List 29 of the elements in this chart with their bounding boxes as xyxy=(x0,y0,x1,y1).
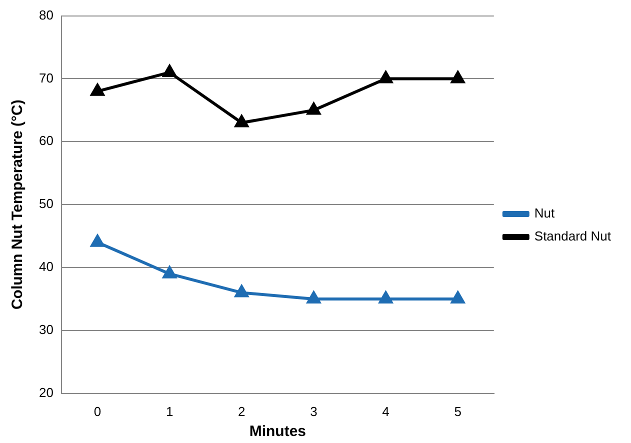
point xyxy=(307,292,320,304)
point xyxy=(90,84,104,96)
y-tick-label: 70 xyxy=(38,70,54,86)
y-tick-label: 20 xyxy=(38,384,54,400)
point xyxy=(451,292,465,304)
x-tick-label: 3 xyxy=(310,404,318,419)
x-tick-label: 0 xyxy=(94,404,102,419)
point xyxy=(379,292,392,304)
point xyxy=(379,71,392,84)
y-tick-label: 40 xyxy=(38,259,54,274)
y-tick-label: 80 xyxy=(38,7,54,22)
x-tick-label: 5 xyxy=(454,404,462,419)
y-tick-label: 50 xyxy=(38,196,54,212)
y-axis-title: Column Nut Temperature (°C) xyxy=(9,100,26,310)
x-tick-label: 1 xyxy=(166,404,174,419)
point xyxy=(90,234,104,247)
x-tick-label: 2 xyxy=(238,404,246,419)
y-tick-label: 30 xyxy=(38,322,54,338)
legend-label: Standard Nut xyxy=(534,228,612,244)
point xyxy=(234,285,248,298)
x-axis-title: Minutes xyxy=(249,423,306,440)
point xyxy=(162,266,176,278)
point xyxy=(234,115,248,128)
point xyxy=(307,102,320,115)
legend-label: Nut xyxy=(534,206,556,221)
y-tick-label: 60 xyxy=(38,133,54,148)
point xyxy=(162,64,176,77)
x-tick-label: 4 xyxy=(382,404,390,419)
point xyxy=(451,71,465,84)
